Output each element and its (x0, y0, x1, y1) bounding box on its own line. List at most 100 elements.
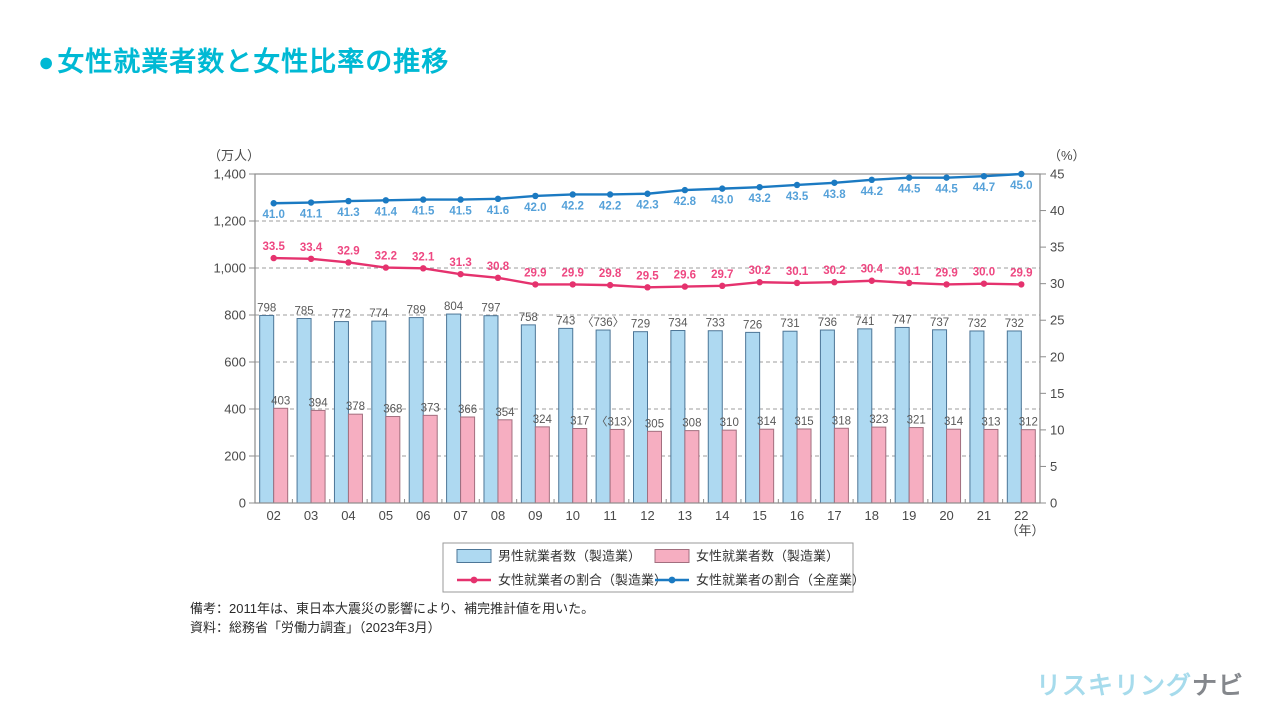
bar-label-male: 747 (893, 314, 912, 326)
bar-female (310, 409, 326, 504)
all-industry-ratio-line-point (644, 190, 651, 197)
female-bars-group (273, 407, 1036, 504)
bar-female (647, 430, 662, 504)
legend-swatch-line (470, 576, 478, 584)
page-title-text: 女性就業者数と女性比率の推移 (57, 47, 450, 77)
all-industry-ratio-line-point (457, 196, 464, 203)
right-axis-tick-label: 15 (1050, 386, 1064, 401)
bar-label-female: 366 (458, 404, 477, 416)
x-axis-unit: （年） (1006, 523, 1045, 538)
bar-label-male: 797 (481, 303, 500, 315)
bar-label-male: 732 (967, 318, 986, 330)
bar-female (796, 428, 812, 504)
mfg-ratio-line-point (980, 280, 988, 287)
bar-label-female: 394 (308, 397, 328, 409)
mfg-ratio-line-label: 30.2 (748, 265, 770, 277)
legend-swatch-bar (456, 549, 492, 563)
bar-female (908, 427, 924, 504)
left-axis-tick-label: 1,200 (213, 214, 246, 229)
x-axis-label: 12 (640, 508, 654, 523)
bar-label-male: 743 (556, 315, 575, 327)
bar-label-male: 741 (855, 316, 874, 328)
mfg-ratio-line-label: 30.2 (823, 265, 845, 277)
bar-female (609, 428, 625, 504)
bar-female (721, 429, 737, 504)
bar-female (833, 427, 849, 504)
legend-swatch-line (668, 576, 676, 584)
left-axis-tick-label: 1,000 (213, 261, 246, 276)
x-axis-label: 10 (566, 508, 580, 523)
bar-male (259, 314, 275, 504)
bar-female (347, 413, 363, 504)
bar-label-female: 354 (495, 407, 515, 419)
all-industry-ratio-line-point (307, 199, 315, 206)
all-industry-ratio-line-point (606, 191, 614, 198)
bar-label-male: 736 (818, 317, 837, 329)
all-industry-ratio-line-label: 41.5 (412, 206, 435, 218)
chart-notes: 備考：2011年は、東日本大震災の影響により、補完推計値を用いた。 資料：総務省… (190, 599, 594, 637)
bar-female (946, 428, 962, 504)
mfg-ratio-line-point (1018, 281, 1025, 288)
mfg-ratio-line-label: 29.9 (562, 267, 584, 279)
bar-female (385, 416, 401, 504)
all-industry-ratio-line-point (270, 200, 277, 207)
x-axis-labels: 02 03 04 05 06 07 08 09 10 11 12 13 14 15 16 17 18 19 20 21… (266, 508, 1044, 538)
all-industry-ratio-line-label: 41.4 (375, 206, 398, 218)
all-industry-ratio-line-point (345, 197, 352, 205)
mfg-ratio-line-point (494, 274, 502, 282)
x-axis-label: 20 (939, 508, 953, 523)
x-axis-label: 15 (752, 508, 766, 523)
all-industry-ratio-line-label: 43.0 (711, 195, 733, 207)
left-axis-tick-label: 200 (224, 449, 246, 464)
legend-label: 女性就業者の割合（製造業） (498, 573, 667, 588)
x-axis-label: 17 (827, 508, 841, 523)
bar-label-male: 798 (257, 302, 276, 314)
bar-female (871, 426, 887, 504)
mfg-ratio-line-label: 30.8 (487, 261, 510, 273)
all-industry-ratio-line-point (569, 191, 576, 198)
mfg-ratio-line-label: 30.0 (973, 267, 995, 279)
x-axis-label: 06 (416, 508, 430, 523)
legend-label: 女性就業者数（製造業） (696, 549, 839, 564)
x-axis-label: 09 (528, 508, 542, 523)
left-axis-tick-label: 0 (239, 496, 246, 511)
x-axis-label: 21 (977, 508, 991, 523)
bar-label-female: 318 (832, 415, 851, 427)
bar-label-female: 323 (869, 414, 888, 426)
note-source: 資料：総務省「労働力調査」（2023年3月） (190, 620, 441, 635)
all-industry-ratio-line-label: 41.0 (262, 209, 284, 221)
bar-label-female: 〈313〉 (596, 415, 638, 428)
all-industry-ratio-line-point (382, 197, 390, 204)
all-industry-ratio-line-point (868, 176, 875, 184)
left-axis-tick-label: 1,400 (213, 167, 246, 182)
mfg-ratio-line-label: 32.2 (375, 251, 397, 263)
combo-chart: 798 403 785 394 772 378 774 368 789 373 804 366 797 3… (180, 130, 1100, 610)
all-industry-ratio-line-label: 42.8 (674, 196, 697, 208)
mfg-ratio-line-point (420, 265, 427, 272)
mfg-ratio-line: 33.5 33.4 32.9 32.2 32.1 31.3 30.8 29.9 29.9 29.8… (262, 241, 1033, 291)
bar-label-male: 731 (780, 318, 799, 330)
right-axis-tick-label: 10 (1050, 422, 1064, 437)
axes: 0 200 400 600 800 1,000 1,200 1,400 0 5 10 15 20 25 30… (208, 148, 1086, 511)
all-industry-ratio-line-label: 42.0 (524, 202, 546, 214)
all-industry-ratio-line-label: 41.1 (300, 209, 323, 221)
x-axis-label: 18 (865, 508, 879, 523)
all-industry-ratio-line-label: 44.5 (935, 184, 958, 196)
mfg-ratio-line-label: 30.4 (861, 264, 884, 276)
brand-logo: リスキリングナビ (1036, 666, 1244, 702)
bar-label-male: 734 (668, 318, 688, 330)
x-axis-label: 19 (902, 508, 916, 523)
x-axis-label: 14 (715, 508, 729, 523)
right-axis-tick-label: 30 (1050, 276, 1064, 291)
bar-label-male: 733 (706, 318, 725, 330)
mfg-ratio-line-point (345, 259, 352, 266)
bar-label-female: 373 (421, 402, 440, 414)
bar-label-female: 403 (271, 395, 290, 407)
right-axis-tick-label: 5 (1050, 459, 1057, 474)
bar-label-female: 368 (383, 404, 402, 416)
legend: 男性就業者数（製造業） 女性就業者数（製造業） 女性就業者の割合（製造業） 女性就業者… (442, 542, 865, 593)
mfg-ratio-line-label: 29.9 (1010, 267, 1032, 279)
bar-female (572, 428, 588, 504)
bar-label-female: 313 (981, 416, 1000, 428)
all-industry-ratio-line-point (943, 174, 950, 181)
